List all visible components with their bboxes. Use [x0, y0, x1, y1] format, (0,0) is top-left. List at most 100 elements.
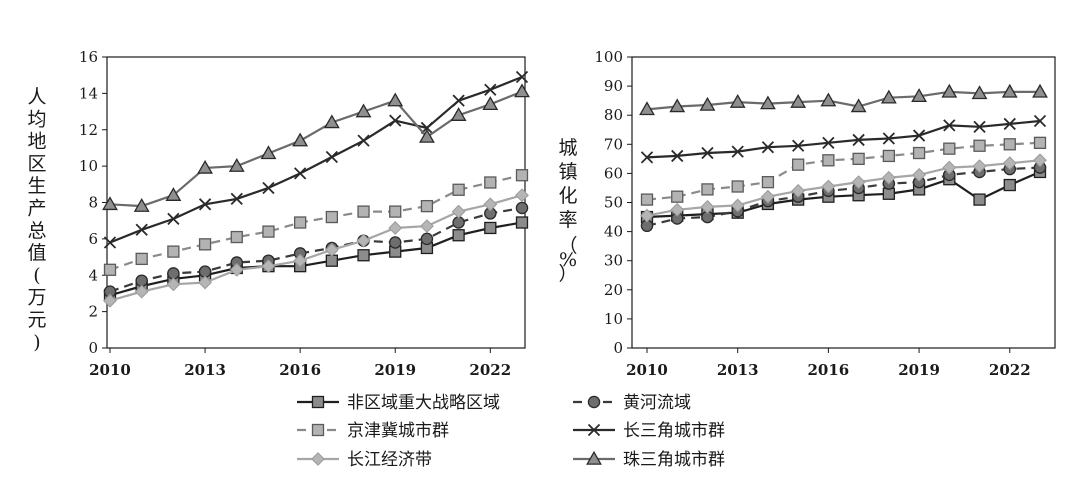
right-data-point	[973, 193, 986, 206]
left-data-point	[197, 159, 213, 174]
right-data-point	[639, 101, 655, 116]
left-data-point	[230, 192, 243, 205]
right-data-point	[1003, 117, 1016, 131]
legend-marker	[587, 395, 601, 409]
right-data-point	[1033, 153, 1047, 168]
left-data-point	[420, 219, 434, 234]
left-data-point	[198, 275, 212, 290]
legend-marker	[587, 423, 601, 437]
right-series-line	[646, 119, 1041, 159]
left-data-point	[452, 216, 465, 229]
left-series-4	[103, 70, 529, 249]
left-data-point	[515, 70, 529, 84]
left-y-tick-label: 16	[79, 48, 98, 66]
left-data-point	[484, 83, 497, 96]
right-data-point	[973, 120, 986, 133]
left-x-tick-label: 2019	[374, 361, 416, 379]
right-data-point	[1003, 178, 1016, 192]
right-data-point	[943, 119, 956, 132]
right-data-point	[791, 183, 806, 198]
left-data-point	[198, 265, 212, 278]
left-y-tick-label: 10	[79, 157, 98, 175]
left-data-point	[357, 205, 370, 218]
legend-item-4: 长三角城市群	[573, 421, 725, 441]
right-data-point	[671, 190, 684, 203]
right-data-point	[701, 146, 714, 160]
right-data-point	[640, 193, 654, 206]
right-data-point	[971, 85, 988, 100]
right-series-line	[646, 90, 1040, 111]
right-data-point	[1003, 138, 1016, 151]
right-data-point	[730, 198, 745, 213]
left-data-point	[325, 254, 338, 267]
left-data-point	[134, 284, 149, 299]
legend-marker	[311, 423, 325, 437]
right-data-point	[972, 159, 987, 174]
legend-label: 京津冀城市群	[347, 421, 449, 441]
legend-label: 珠三角城市群	[623, 450, 725, 470]
legend-label: 非区域重大战略区域	[347, 393, 500, 413]
left-y-tick-label: 0	[88, 339, 98, 357]
right-data-point	[1032, 83, 1048, 98]
left-data-point	[420, 232, 434, 246]
left-data-point	[323, 114, 340, 129]
right-data-point	[850, 98, 867, 113]
left-data-point	[452, 183, 465, 196]
left-data-point	[515, 201, 529, 215]
left-data-point	[419, 128, 435, 143]
left-data-point	[389, 205, 402, 218]
left-data-point	[324, 242, 339, 257]
legend-label: 长江经济带	[347, 450, 432, 470]
right-data-point	[911, 88, 927, 103]
right-data-point	[1033, 114, 1047, 128]
left-data-point	[133, 198, 150, 212]
left-series-3	[103, 169, 529, 276]
left-data-point	[229, 262, 244, 277]
left-data-point	[325, 150, 338, 164]
left-data-point	[357, 134, 370, 147]
right-y-tick-label: 80	[604, 106, 623, 124]
right-plot-frame	[631, 56, 1056, 349]
right-data-point	[852, 152, 865, 166]
right-data-point	[851, 175, 866, 190]
right-data-point	[792, 139, 805, 152]
right-data-point	[700, 199, 715, 214]
right-data-point	[699, 96, 716, 111]
right-data-point	[701, 183, 714, 196]
right-y-axis-title: 城镇化率	[558, 137, 577, 231]
left-y-tick-label: 8	[88, 194, 98, 212]
right-data-point	[822, 136, 835, 149]
right-data-point	[790, 93, 807, 108]
right-y-tick-label: 20	[604, 281, 623, 299]
right-y-tick-label: 100	[594, 48, 623, 66]
right-x-tick-label: 2013	[717, 361, 759, 379]
left-data-point	[325, 210, 338, 224]
left-data-point	[356, 233, 371, 248]
right-data-point	[760, 95, 776, 110]
right-y-tick-label: 10	[604, 310, 623, 328]
right-series-6	[639, 83, 1048, 116]
left-data-point	[355, 103, 372, 118]
left-y-tick-label: 14	[79, 84, 98, 102]
left-data-point	[388, 236, 402, 249]
right-data-point	[640, 151, 654, 164]
left-data-point	[450, 107, 467, 121]
right-y-tick-label: 40	[604, 223, 623, 241]
left-x-tick-label: 2010	[89, 361, 131, 379]
left-data-point	[262, 181, 275, 195]
right-x-tick-label: 2010	[626, 361, 668, 379]
right-data-point	[761, 189, 775, 204]
left-data-point	[228, 158, 245, 172]
left-data-point	[198, 198, 212, 211]
left-data-point	[452, 229, 465, 242]
right-data-point	[821, 179, 836, 194]
right-data-point	[822, 154, 835, 167]
right-data-point	[882, 149, 895, 163]
gdp-per-capita-chart: 0 2 4 6 8 10 12 14 16 2010 2013 2016 2019 2022 人均地区生产总…	[27, 48, 530, 379]
right-data-point	[942, 160, 957, 175]
right-y-tick-label: 90	[604, 77, 623, 95]
left-data-point	[515, 188, 529, 203]
right-y-tick-label: 60	[604, 164, 623, 182]
left-data-point	[293, 253, 308, 268]
left-data-point	[388, 221, 403, 235]
